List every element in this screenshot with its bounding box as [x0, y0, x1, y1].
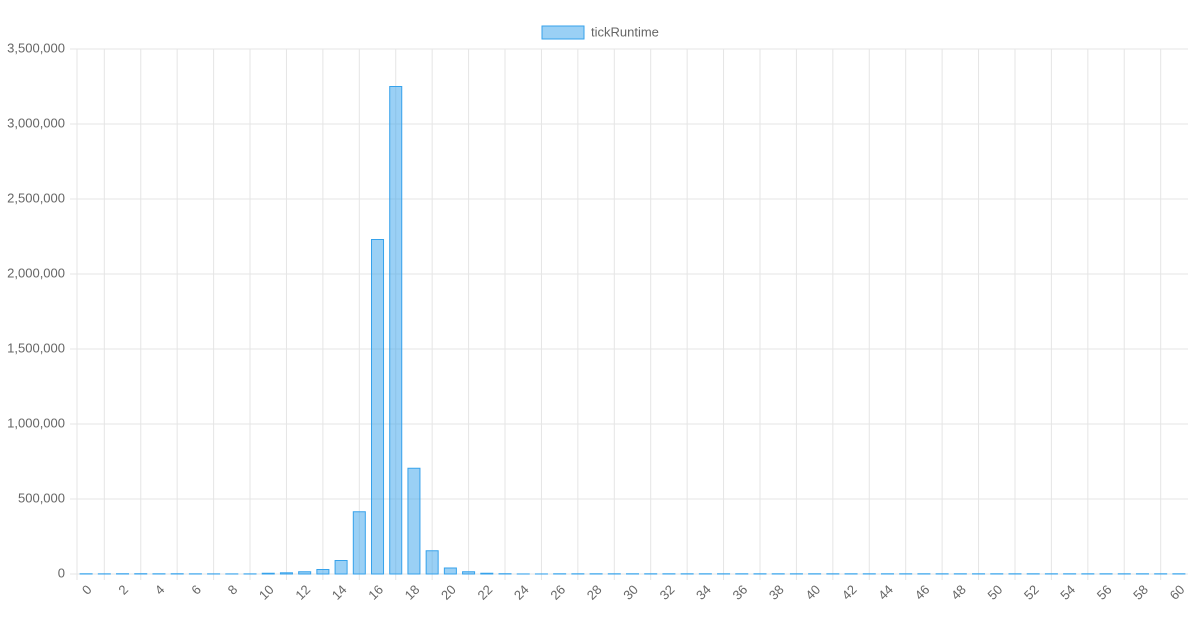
legend-swatch	[541, 25, 585, 40]
bar	[298, 571, 312, 575]
x-tick-label: 48	[948, 582, 969, 603]
x-tick-label: 30	[620, 582, 641, 603]
x-tick-label: 6	[188, 582, 204, 598]
y-tick-label: 1,000,000	[7, 415, 65, 430]
y-tick-label: 3,500,000	[7, 40, 65, 55]
x-tick-label: 38	[766, 582, 787, 603]
y-tick-label: 1,500,000	[7, 340, 65, 355]
bar	[425, 550, 439, 575]
x-tick-label: 34	[693, 582, 714, 603]
x-tick-label: 10	[256, 582, 277, 603]
x-tick-label: 50	[984, 582, 1005, 603]
x-tick-label: 20	[438, 582, 459, 603]
bar	[462, 571, 476, 575]
x-tick-label: 54	[1057, 582, 1078, 603]
bar	[316, 569, 330, 575]
x-tick-label: 40	[802, 582, 823, 603]
y-tick-label: 0	[58, 565, 65, 580]
bar	[389, 86, 403, 575]
x-tick-label: 60	[1167, 582, 1188, 603]
bar	[480, 572, 494, 575]
bar	[261, 572, 275, 575]
bar	[407, 467, 421, 575]
x-tick-label: 2	[115, 582, 131, 598]
x-tick-label: 52	[1021, 582, 1042, 603]
x-tick-label: 16	[365, 582, 386, 603]
y-tick-label: 2,000,000	[7, 265, 65, 280]
x-tick-label: 46	[912, 582, 933, 603]
bar	[334, 560, 348, 575]
x-tick-label: 26	[547, 582, 568, 603]
bar	[279, 572, 293, 575]
x-tick-label: 4	[152, 582, 168, 598]
x-tick-label: 12	[292, 582, 313, 603]
legend-label: tickRuntime	[591, 24, 659, 39]
x-tick-label: 42	[839, 582, 860, 603]
x-tick-label: 28	[584, 582, 605, 603]
bar	[443, 567, 457, 575]
x-tick-label: 24	[511, 582, 532, 603]
x-tick-label: 18	[402, 582, 423, 603]
bar	[371, 239, 385, 575]
x-tick-label: 32	[657, 582, 678, 603]
x-tick-label: 44	[875, 582, 896, 603]
x-tick-label: 36	[729, 582, 750, 603]
y-tick-label: 3,000,000	[7, 115, 65, 130]
x-tick-label: 56	[1094, 582, 1115, 603]
x-tick-label: 0	[79, 582, 95, 598]
y-tick-label: 500,000	[18, 490, 65, 505]
bar	[352, 511, 366, 575]
x-tick-label: 14	[329, 582, 350, 603]
y-tick-label: 2,500,000	[7, 190, 65, 205]
x-tick-label: 22	[475, 582, 496, 603]
x-tick-label: 8	[225, 582, 241, 598]
x-tick-label: 58	[1130, 582, 1151, 603]
